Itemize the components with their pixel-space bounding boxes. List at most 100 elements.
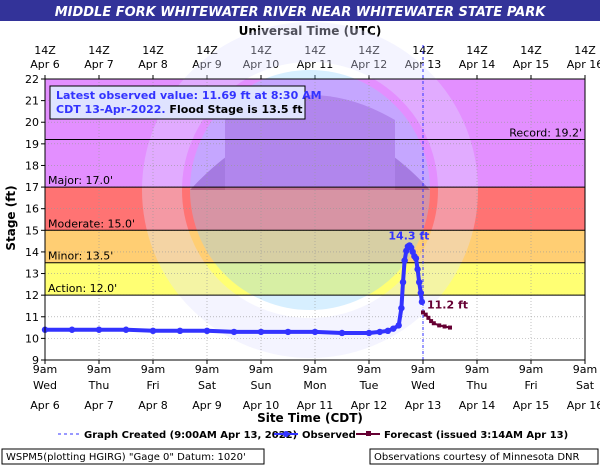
forecast-point <box>421 310 425 315</box>
footer-right: Observations courtesy of Minnesota DNR <box>374 452 580 463</box>
top-tick-date: Apr 8 <box>138 58 168 71</box>
footer-left: WSPM5(plotting HGIRG) "Gage 0" Datum: 10… <box>6 452 246 463</box>
x-tick-date: Apr 15 <box>513 399 550 412</box>
top-tick-hour: 14Z <box>412 44 434 57</box>
observed-point <box>68 326 76 333</box>
x-tick-hour: 9am <box>465 363 489 376</box>
legend-forecast: Forecast (issued 3:14AM Apr 13) <box>384 430 568 441</box>
forecast-point <box>437 323 442 328</box>
x-tick-date: Apr 16 <box>567 399 600 412</box>
y-tick-label: 13 <box>25 268 39 281</box>
observed-point <box>414 266 421 273</box>
observed-point <box>149 327 157 335</box>
x-tick-hour: 9am <box>519 363 543 376</box>
observed-point <box>95 326 103 333</box>
annotation-label: 14.3 ft <box>388 229 429 242</box>
forecast-point <box>448 325 452 330</box>
flood-band-label: Action: 12.0' <box>48 282 117 295</box>
observed-point <box>365 329 373 337</box>
x-tick-date: Apr 14 <box>459 399 496 412</box>
observed-point <box>257 328 265 336</box>
forecast-point <box>429 319 434 324</box>
x-tick-hour: 9am <box>195 363 219 376</box>
top-tick-date: Apr 12 <box>351 58 388 71</box>
observed-point <box>311 328 319 336</box>
x-tick-hour: 9am <box>303 363 327 376</box>
forecast-point <box>431 321 436 326</box>
x-tick-date: Apr 6 <box>30 399 60 412</box>
x-tick-weekday: Fri <box>524 379 537 392</box>
x-tick-date: Apr 12 <box>351 399 388 412</box>
legend: Graph Created (9:00AM Apr 13, 2022) Obse… <box>58 430 568 441</box>
forecast-series <box>421 310 452 330</box>
y-tick-label: 11 <box>25 311 39 324</box>
top-tick-hour: 14Z <box>304 44 326 57</box>
top-tick-date: Apr 15 <box>513 58 550 71</box>
info-box-line1: Latest observed value: 11.69 ft at 8:30 … <box>56 89 322 102</box>
title-bar <box>0 0 600 21</box>
y-tick-label: 10 <box>25 332 39 345</box>
info-box-line2-date: CDT 13-Apr-2022. <box>56 103 166 116</box>
y-tick-label: 17 <box>25 181 39 194</box>
record-label: Record: 19.2' <box>509 127 582 140</box>
observed-point <box>376 328 383 336</box>
x-tick-weekday: Thu <box>466 379 488 392</box>
info-box-line2: CDT 13-Apr-2022. Flood Stage is 13.5 ft <box>56 103 302 116</box>
x-tick-date: Apr 9 <box>192 399 222 412</box>
x-tick-date: Apr 7 <box>84 399 114 412</box>
y-tick-label: 22 <box>25 73 39 86</box>
y-tick-label: 12 <box>25 289 39 302</box>
observed-point <box>398 304 405 312</box>
observed-point <box>417 289 425 297</box>
y-tick-label: 14 <box>25 246 39 259</box>
top-tick-hour: 14Z <box>88 44 110 57</box>
observed-point <box>399 278 407 286</box>
x-tick-weekday: Wed <box>411 379 435 392</box>
observed-point <box>338 329 346 337</box>
observed-point <box>284 328 292 336</box>
x-axis-label: Site Time (CDT) <box>257 411 363 425</box>
y-tick-label: 18 <box>25 159 39 172</box>
legend-observed-marker <box>283 431 289 437</box>
observed-point <box>384 327 392 335</box>
x-tick-weekday: Sun <box>251 379 272 392</box>
top-tick-hour: 14Z <box>574 44 596 57</box>
footer-left-box <box>1 448 265 465</box>
chart-title: MIDDLE FORK WHITEWATER RIVER NEAR WHITEW… <box>55 5 547 20</box>
x-tick-hour: 9am <box>87 363 111 376</box>
forecast-point <box>423 312 428 317</box>
flood-band-label: Major: 17.0' <box>48 174 113 187</box>
x-tick-hour: 9am <box>573 363 597 376</box>
flood-band-label: Minor: 13.5' <box>48 250 113 263</box>
top-tick-date: Apr 16 <box>567 58 600 71</box>
legend-forecast-marker <box>366 431 371 436</box>
flood-band-label: Moderate: 15.0' <box>48 217 135 230</box>
top-tick-date: Apr 6 <box>30 58 60 71</box>
top-tick-hour: 14Z <box>358 44 380 57</box>
x-tick-hour: 9am <box>411 363 435 376</box>
observed-point <box>418 298 426 306</box>
legend-observed: Observed <box>302 430 356 441</box>
annotation-label: 11.2 ft <box>427 298 468 311</box>
top-axis-title: Universal Time (UTC) <box>239 24 382 38</box>
record-line: Record: 19.2' <box>45 127 585 141</box>
x-tick-date: Apr 11 <box>297 399 334 412</box>
x-tick-weekday: Mon <box>303 379 326 392</box>
x-tick-weekday: Sat <box>576 379 595 392</box>
y-tick-label: 20 <box>25 116 39 129</box>
legend-graph-created: Graph Created (9:00AM Apr 13, 2022) <box>84 430 297 441</box>
top-tick-hour: 14Z <box>142 44 164 57</box>
y-tick-label: 9 <box>32 354 39 367</box>
x-tick-weekday: Sat <box>198 379 217 392</box>
observed-point <box>412 255 420 262</box>
x-tick-weekday: Tue <box>359 379 379 392</box>
x-tick-date: Apr 8 <box>138 399 168 412</box>
info-box: Latest observed value: 11.69 ft at 8:30 … <box>49 85 322 120</box>
y-tick-label: 21 <box>25 95 39 108</box>
observed-series <box>41 242 426 337</box>
x-tick-weekday: Thu <box>88 379 110 392</box>
annotations: 14.3 ft 11.2 ft <box>388 229 468 311</box>
